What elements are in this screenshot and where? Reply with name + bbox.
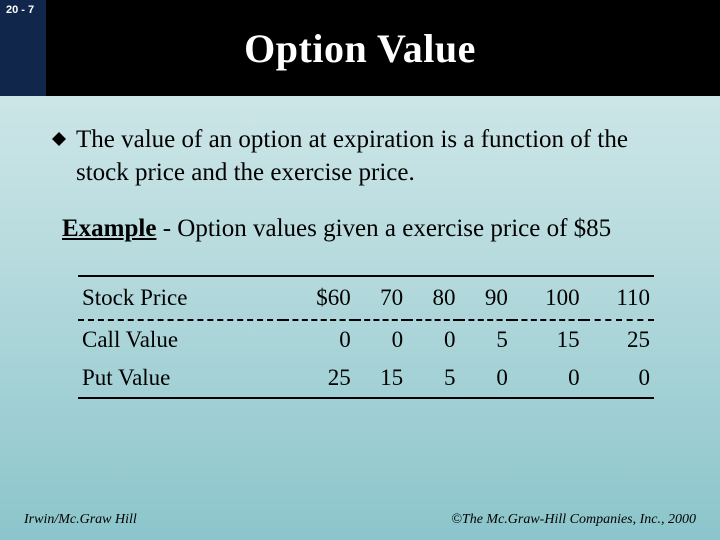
cell: 0 <box>355 320 407 359</box>
example-line: Example - Option values given a exercise… <box>62 215 680 243</box>
cell: 25 <box>283 359 355 398</box>
row-label: Call Value <box>78 320 283 359</box>
cell: 0 <box>584 359 654 398</box>
cell: 5 <box>407 359 459 398</box>
row-label: Put Value <box>78 359 283 398</box>
bullet-text: The value of an option at expiration is … <box>76 124 680 189</box>
footer-left: Irwin/Mc.Graw Hill <box>24 512 137 528</box>
cell: 0 <box>459 359 511 398</box>
cell: 5 <box>459 320 511 359</box>
slide-header: 20 - 7 Option Value <box>0 0 720 96</box>
table-row: Call Value 0 0 0 5 15 25 <box>78 320 654 359</box>
table-row: Put Value 25 15 5 0 0 0 <box>78 359 654 398</box>
example-label: Example <box>62 215 156 242</box>
footer-right: ©The Mc.Graw-Hill Companies, Inc., 2000 <box>451 512 696 528</box>
col-header: $60 <box>283 276 355 320</box>
col-header: 80 <box>407 276 459 320</box>
example-text: - Option values given a exercise price o… <box>156 215 611 242</box>
col-header: 70 <box>355 276 407 320</box>
cell: 0 <box>283 320 355 359</box>
diamond-bullet-icon <box>52 132 66 151</box>
option-value-table: Stock Price $60 70 80 90 100 110 Call Va… <box>78 275 654 399</box>
col-header: 110 <box>584 276 654 320</box>
bullet-item: The value of an option at expiration is … <box>52 124 680 189</box>
cell: 0 <box>407 320 459 359</box>
col-header: 90 <box>459 276 511 320</box>
slide-footer: Irwin/Mc.Graw Hill ©The Mc.Graw-Hill Com… <box>0 512 720 528</box>
cell: 25 <box>584 320 654 359</box>
cell: 15 <box>355 359 407 398</box>
slide-content: The value of an option at expiration is … <box>0 96 720 399</box>
cell: 0 <box>512 359 584 398</box>
col-header: Stock Price <box>78 276 283 320</box>
table-header-row: Stock Price $60 70 80 90 100 110 <box>78 276 654 320</box>
col-header: 100 <box>512 276 584 320</box>
slide-number: 20 - 7 <box>6 4 34 16</box>
slide-title: Option Value <box>244 25 476 72</box>
cell: 15 <box>512 320 584 359</box>
